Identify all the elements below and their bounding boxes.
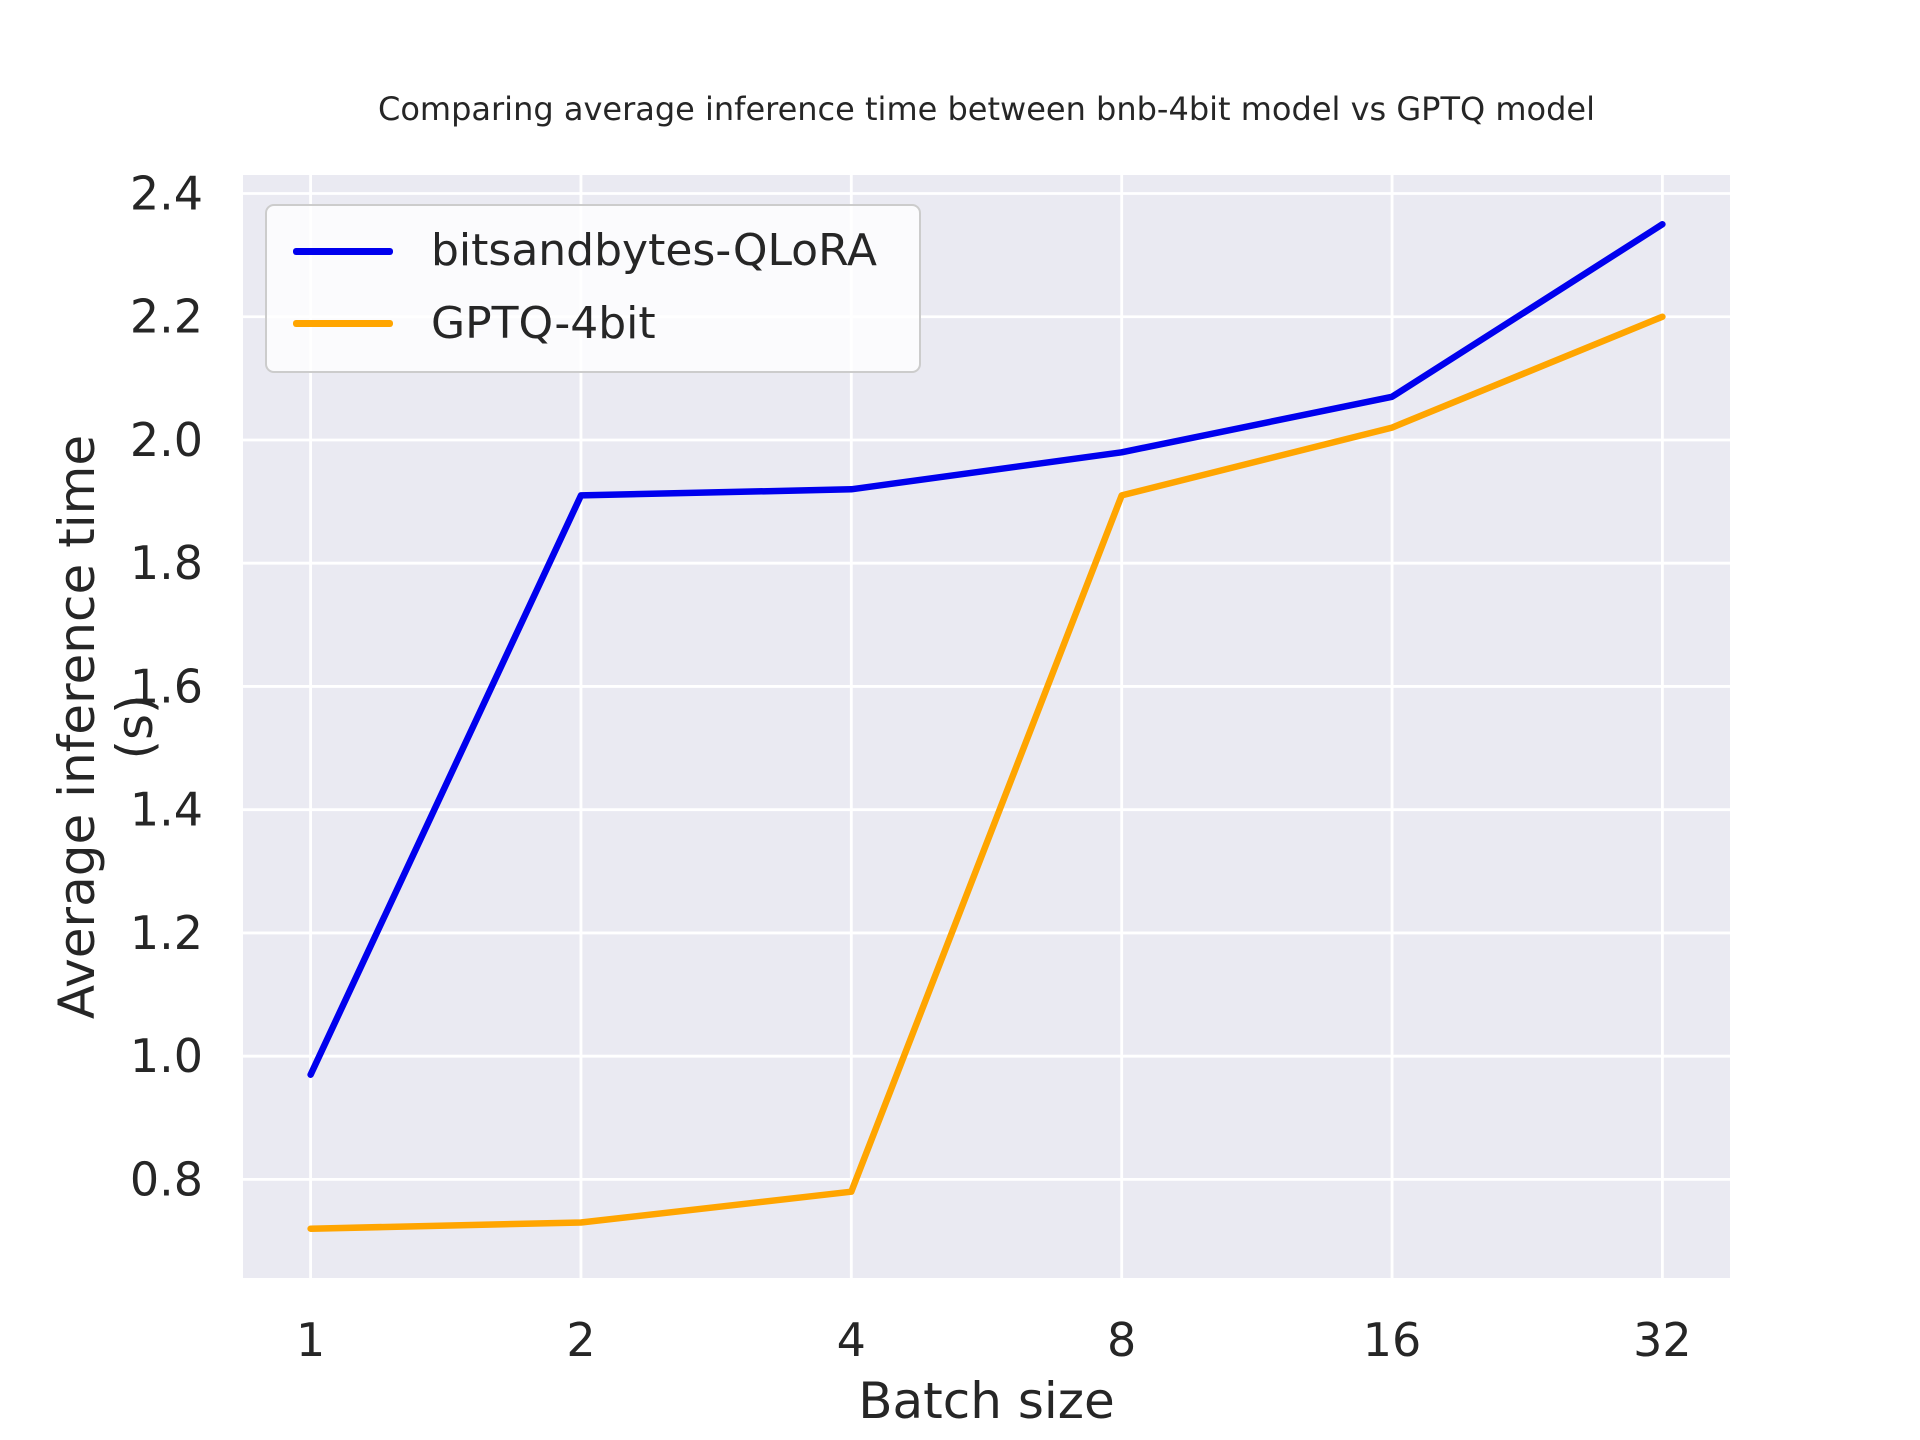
x-axis-label: Batch size <box>858 1372 1115 1430</box>
y-tick-label: 1.2 <box>130 906 203 960</box>
legend-item-bitsandbytes-qlora: bitsandbytes-QLoRA <box>293 225 877 277</box>
x-tick-label: 32 <box>1633 1313 1692 1367</box>
x-tick-label: 8 <box>1107 1313 1136 1367</box>
chart-title: Comparing average inference time between… <box>378 90 1595 128</box>
legend-label: GPTQ-4bit <box>431 297 656 349</box>
y-tick-label: 0.8 <box>130 1152 203 1206</box>
legend-label: bitsandbytes-QLoRA <box>431 225 877 276</box>
y-tick-label: 1.6 <box>130 659 203 713</box>
x-tick-label: 16 <box>1363 1313 1422 1367</box>
x-tick-label: 1 <box>296 1313 325 1367</box>
x-tick-label: 4 <box>837 1313 866 1367</box>
series-line-gptq-4bit <box>307 313 1666 1232</box>
legend-item-gptq-4bit: GPTQ-4bit <box>293 297 877 350</box>
x-tick-label: 2 <box>566 1313 595 1367</box>
y-tick-label: 1.0 <box>130 1029 203 1083</box>
y-tick-label: 1.4 <box>130 783 203 837</box>
y-tick-label: 1.8 <box>130 536 203 590</box>
y-tick-label: 2.2 <box>130 290 203 344</box>
series-line-bitsandbytes-qlora <box>307 221 1666 1078</box>
y-tick-label: 2.4 <box>130 166 203 220</box>
y-axis-label: Average inference time (s) <box>48 434 164 1020</box>
legend: bitsandbytes-QLoRA GPTQ-4bit <box>265 204 921 374</box>
legend-line-sample-orange <box>293 320 393 328</box>
y-tick-label: 2.0 <box>130 413 203 467</box>
legend-line-sample-blue <box>293 247 393 255</box>
